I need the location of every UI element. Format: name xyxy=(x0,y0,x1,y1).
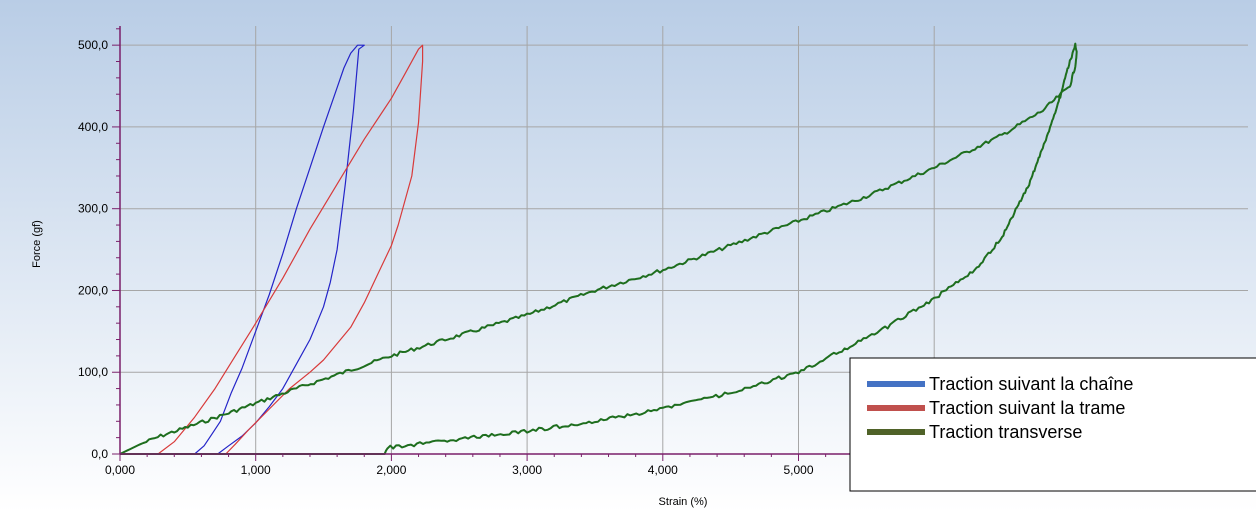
y-tick-label: 300,0 xyxy=(78,202,108,216)
x-tick-label: 5,000 xyxy=(783,463,813,477)
legend-label: Traction suivant la chaîne xyxy=(929,374,1133,394)
legend-swatch xyxy=(867,381,925,387)
series-line-1 xyxy=(194,44,365,455)
x-tick-label: 1,000 xyxy=(241,463,271,477)
y-axis-title: Force (gf) xyxy=(31,220,43,268)
y-tick-label: 0,0 xyxy=(91,447,108,461)
x-axis-title: Strain (%) xyxy=(659,496,708,508)
legend-label: Traction suivant la trame xyxy=(929,398,1125,418)
series-line-3 xyxy=(119,42,1078,455)
y-tick-label: 500,0 xyxy=(78,38,108,52)
x-tick-label: 4,000 xyxy=(648,463,678,477)
legend-box xyxy=(849,357,1256,492)
series-layer xyxy=(119,42,1078,455)
legend-label: Traction transverse xyxy=(929,422,1082,442)
x-tick-label: 2,000 xyxy=(376,463,406,477)
y-tick-labels: 0,0 100,0 200,0 300,0 400,0 500,0 xyxy=(78,38,108,461)
y-tick-label: 100,0 xyxy=(78,365,108,379)
legend: Traction suivant la chaîne Traction suiva… xyxy=(849,357,1256,492)
series-line-2 xyxy=(157,44,424,455)
x-tick-labels: 0,000 1,000 2,000 3,000 4,000 5,000 xyxy=(105,463,814,477)
legend-swatch xyxy=(867,429,925,435)
x-tick-label: 0,000 xyxy=(105,463,135,477)
y-tick-label: 200,0 xyxy=(78,283,108,297)
legend-swatch xyxy=(867,405,925,411)
y-tick-label: 400,0 xyxy=(78,120,108,134)
x-tick-label: 3,000 xyxy=(512,463,542,477)
